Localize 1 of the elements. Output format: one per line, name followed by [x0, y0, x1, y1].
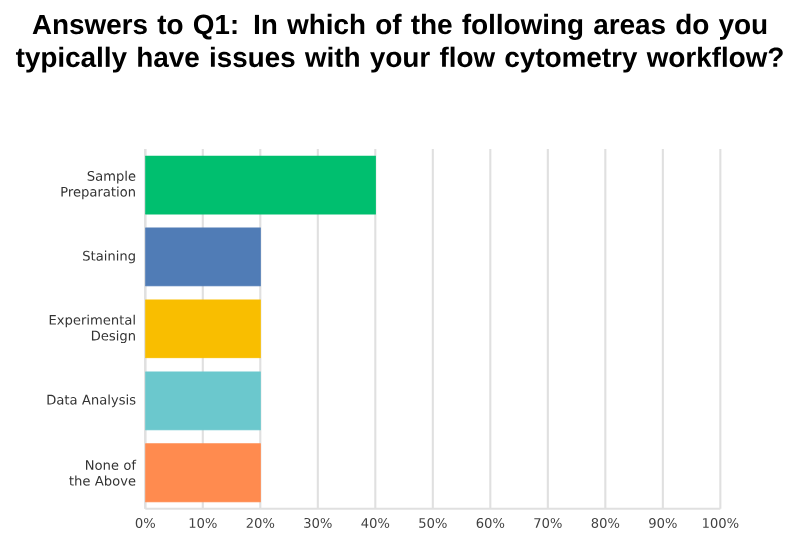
chart-title: Answers to Q1: In which of the following areas do you typically have issues with your flow cytometry workflow?	[15, 14, 783, 73]
